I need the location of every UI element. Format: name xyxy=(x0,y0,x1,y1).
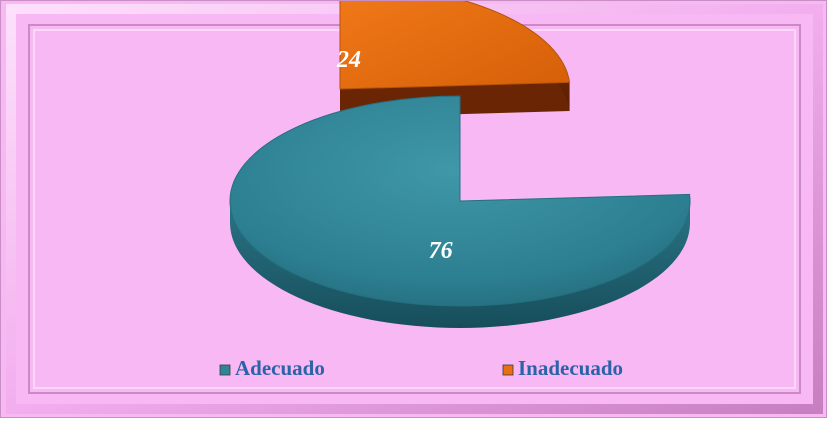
slice-inadecuado-top xyxy=(339,0,571,90)
legend-label-inadecuado: Inadecuado xyxy=(518,356,623,380)
legend: Adecuado Inadecuado xyxy=(219,356,623,380)
pie-labels: 24 76 xyxy=(336,47,453,264)
legend-label-adecuado: Adecuado xyxy=(235,356,325,380)
data-label-adecuado: 76 xyxy=(429,238,453,264)
slice-adecuado-top xyxy=(229,95,691,307)
legend-item-adecuado: Adecuado xyxy=(219,356,325,380)
slice-adecuado-side xyxy=(230,201,690,328)
legend-item-inadecuado: Inadecuado xyxy=(502,356,623,380)
pie-slices xyxy=(229,0,691,328)
legend-swatch-adecuado xyxy=(219,364,231,376)
slice-adecuado xyxy=(229,95,691,328)
data-label-inadecuado: 24 xyxy=(336,47,361,73)
legend-swatch-inadecuado xyxy=(502,364,514,376)
